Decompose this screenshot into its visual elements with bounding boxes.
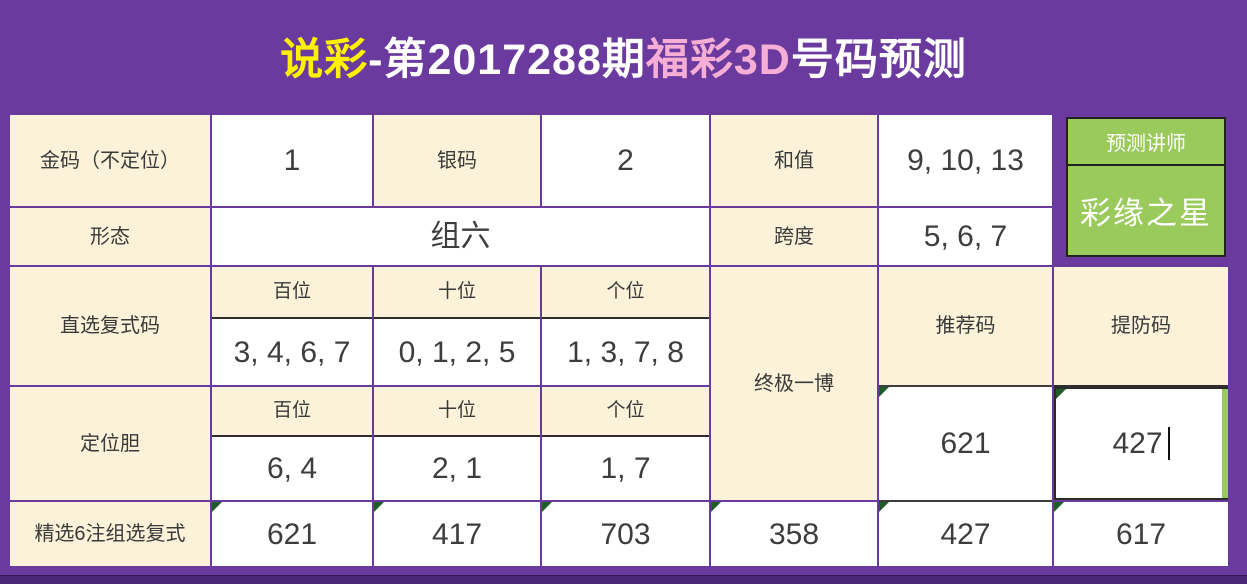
cell-jingxuan-value-3[interactable]: 703 bbox=[542, 502, 709, 566]
cell-flag-icon bbox=[711, 502, 721, 512]
cell-kuadu-label[interactable]: 跨度 bbox=[711, 208, 877, 265]
cell-tifang-header[interactable]: 提防码 bbox=[1054, 267, 1228, 385]
cell-zhongji-label[interactable]: 终极一博 bbox=[711, 267, 877, 500]
title-suffix: 号码预测 bbox=[790, 36, 967, 84]
cell-dingwei-value-bai[interactable]: 6, 4 bbox=[212, 437, 372, 500]
jingxuan-value-text: 417 bbox=[431, 517, 483, 551]
cell-hezhi-value[interactable]: 9, 10, 13 bbox=[879, 115, 1052, 206]
cell-zhixuan-value-bai[interactable]: 3, 4, 6, 7 bbox=[212, 319, 372, 385]
jingxuan-value-text: 358 bbox=[768, 517, 820, 551]
title-issue: -第2017288期 bbox=[368, 36, 646, 84]
cell-dingwei-label[interactable]: 定位胆 bbox=[10, 387, 210, 500]
prediction-table: 金码（不定位） 1 银码 2 和值 9, 10, 13 形态 组六 跨度 5, … bbox=[10, 115, 1228, 566]
cell-flag-icon bbox=[1056, 389, 1066, 399]
cell-dingwei-header-ge[interactable]: 个位 bbox=[542, 387, 709, 435]
cell-jingxuan-value-1[interactable]: 621 bbox=[212, 502, 372, 566]
cell-zhixuan-header-bai[interactable]: 百位 bbox=[212, 267, 372, 317]
cell-xingtai-value[interactable]: 组六 bbox=[212, 208, 709, 265]
jingxuan-value-text: 617 bbox=[1115, 517, 1167, 551]
cell-zhixuan-value-ge[interactable]: 1, 3, 7, 8 bbox=[542, 319, 709, 385]
cell-yinma-label[interactable]: 银码 bbox=[374, 115, 540, 206]
instructor-box-title: 预测讲师 bbox=[1068, 119, 1224, 166]
jingxuan-value-text: 703 bbox=[600, 517, 651, 551]
cell-flag-icon bbox=[879, 387, 889, 397]
cell-jingxuan-value-5[interactable]: 427 bbox=[879, 502, 1052, 566]
cell-dingwei-header-bai[interactable]: 百位 bbox=[212, 387, 372, 435]
cell-hezhi-label[interactable]: 和值 bbox=[711, 115, 877, 206]
jingxuan-value-text: 621 bbox=[266, 517, 318, 551]
text-cursor bbox=[1167, 427, 1170, 460]
cell-flag-icon bbox=[374, 502, 384, 512]
cell-xingtai-label[interactable]: 形态 bbox=[10, 208, 210, 265]
tifang-value-text: 427 bbox=[1112, 427, 1163, 460]
cell-tuijian-value[interactable]: 621 bbox=[879, 387, 1052, 500]
cell-flag-icon bbox=[212, 502, 222, 512]
cell-zhixuan-label[interactable]: 直选复式码 bbox=[10, 267, 210, 385]
cell-zhixuan-header-shi[interactable]: 十位 bbox=[374, 267, 540, 317]
cell-jingxuan-value-4[interactable]: 358 bbox=[711, 502, 877, 566]
cell-dingwei-value-ge[interactable]: 1, 7 bbox=[542, 437, 709, 500]
green-edge-accent bbox=[1222, 389, 1228, 498]
cell-tuijian-header[interactable]: 推荐码 bbox=[879, 267, 1052, 385]
instructor-box[interactable]: 预测讲师 彩缘之星 bbox=[1066, 117, 1226, 257]
cell-flag-icon bbox=[879, 502, 889, 512]
cell-dingwei-header-shi[interactable]: 十位 bbox=[374, 387, 540, 435]
cell-flag-icon bbox=[542, 502, 552, 512]
bottom-shadow-strip bbox=[0, 575, 1247, 584]
page-title: 说彩 -第2017288期 福彩3D 号码预测 bbox=[0, 0, 1247, 112]
cell-jingxuan-value-2[interactable]: 417 bbox=[374, 502, 540, 566]
jingxuan-value-text: 427 bbox=[940, 517, 991, 551]
cell-zhixuan-header-ge[interactable]: 个位 bbox=[542, 267, 709, 317]
cell-kuadu-value[interactable]: 5, 6, 7 bbox=[879, 208, 1052, 265]
title-brand: 说彩 bbox=[280, 36, 369, 84]
cell-zhixuan-value-shi[interactable]: 0, 1, 2, 5 bbox=[374, 319, 540, 385]
title-game: 福彩3D bbox=[645, 36, 791, 84]
cell-jingxuan-value-6[interactable]: 617 bbox=[1054, 502, 1228, 566]
cell-jinma-value[interactable]: 1 bbox=[212, 115, 372, 206]
cell-jingxuan-label[interactable]: 精选6注组选复式 bbox=[10, 502, 210, 566]
cell-jinma-label[interactable]: 金码（不定位） bbox=[10, 115, 210, 206]
instructor-box-name: 彩缘之星 bbox=[1080, 196, 1212, 231]
cell-flag-icon bbox=[1054, 502, 1064, 512]
cell-dingwei-value-shi[interactable]: 2, 1 bbox=[374, 437, 540, 500]
cell-tifang-value[interactable]: 427 bbox=[1054, 387, 1228, 500]
tuijian-value-text: 621 bbox=[940, 427, 991, 460]
cell-yinma-value[interactable]: 2 bbox=[542, 115, 709, 206]
